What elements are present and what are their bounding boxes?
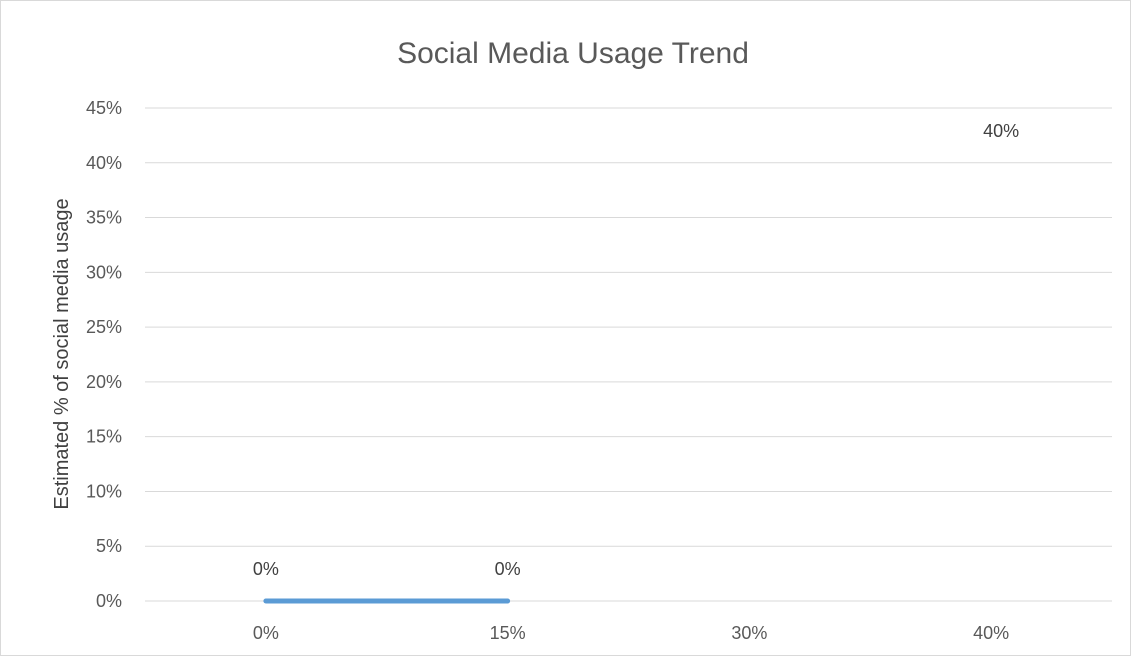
x-tick-label: 30% <box>731 623 767 643</box>
y-tick-label: 10% <box>86 481 122 501</box>
y-tick-label: 25% <box>86 317 122 337</box>
x-axis-ticks: 0% 15% 30% 40% <box>253 623 1009 643</box>
x-tick-label: 15% <box>490 623 526 643</box>
y-tick-label: 0% <box>96 591 122 611</box>
y-tick-label: 45% <box>86 98 122 118</box>
y-tick-label: 20% <box>86 372 122 392</box>
y-tick-label: 35% <box>86 208 122 228</box>
data-labels: 0% 0% 40% <box>253 121 1019 579</box>
x-tick-label: 40% <box>973 623 1009 643</box>
y-axis-ticks: 0% 5% 10% 15% 20% 25% 30% 35% 40% 45% <box>86 98 122 611</box>
chart-title: Social Media Usage Trend <box>397 37 749 70</box>
y-tick-label: 40% <box>86 153 122 173</box>
data-label: 0% <box>495 559 521 579</box>
data-label: 0% <box>253 559 279 579</box>
y-tick-label: 30% <box>86 262 122 282</box>
y-tick-label: 15% <box>86 427 122 447</box>
x-tick-label: 0% <box>253 623 279 643</box>
gridlines <box>145 107 1112 602</box>
data-label: 40% <box>983 121 1019 141</box>
y-axis-title: Estimated % of social media usage <box>51 198 73 509</box>
y-tick-label: 5% <box>96 536 122 556</box>
